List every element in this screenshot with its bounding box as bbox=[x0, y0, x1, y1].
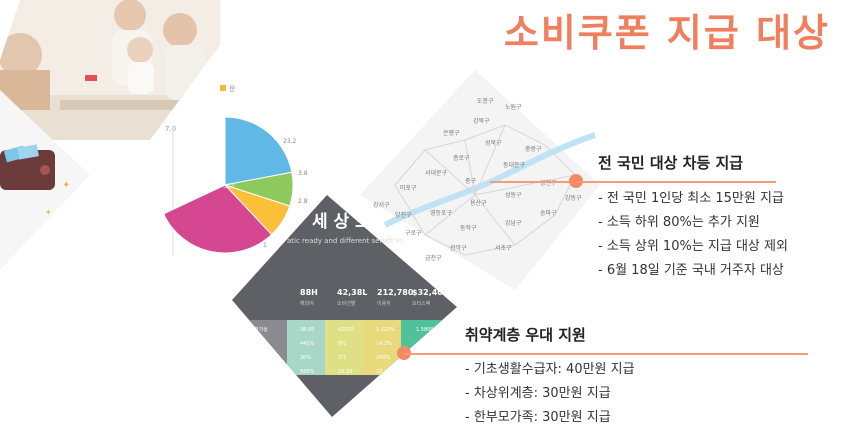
map-district-label: 관악구 bbox=[450, 244, 467, 252]
pie-slice bbox=[165, 184, 273, 254]
stat-label: 소비건별 bbox=[337, 300, 356, 307]
bullet-item: - 기초생활수급자: 40만원 지급 bbox=[465, 362, 635, 377]
legend-text: 문 bbox=[229, 85, 236, 93]
bullet-item: - 소득 상위 10%는 지급 대상 제외 bbox=[598, 239, 788, 254]
section-heading: 전 국민 대상 차등 지급 bbox=[598, 154, 744, 172]
axis-label: 7.0 bbox=[165, 125, 176, 133]
section-bullets: - 전 국민 1인당 최소 15만원 지급 - 소득 하위 80%는 추가 지원… bbox=[598, 187, 788, 283]
pie-slice-label: 23.2 bbox=[283, 138, 297, 145]
map-district-label: 동대문구 bbox=[503, 161, 526, 169]
map-district-label: 구로구 bbox=[405, 230, 422, 237]
table-cell: 7/1 bbox=[338, 355, 346, 361]
bullet-item: - 차상위계층: 30만원 지급 bbox=[465, 386, 611, 401]
table-cell: 42033 bbox=[338, 327, 354, 333]
pie-slice bbox=[224, 116, 293, 186]
table-cell: 10.33 bbox=[376, 369, 390, 375]
table-cell: 10.33 bbox=[338, 369, 352, 375]
table-cell: 30% bbox=[300, 355, 311, 361]
svg-text:✦: ✦ bbox=[45, 208, 52, 217]
stat-value: 88H bbox=[300, 288, 318, 297]
map-district-label: 송파구 bbox=[540, 209, 557, 217]
map-district-label: 강북구 bbox=[473, 117, 490, 125]
table-cell: 1.5800 bbox=[416, 327, 434, 333]
map-district-label: 영등포구 bbox=[430, 209, 453, 217]
map-district-label: 서초구 bbox=[495, 244, 512, 252]
table-cell: 38.05 bbox=[300, 327, 314, 333]
map-district-label: 금천구 bbox=[425, 254, 442, 262]
pie-slice-label: 1 bbox=[263, 242, 267, 249]
stat-value: 42,38L bbox=[337, 288, 367, 297]
map-district-label: 강동구 bbox=[565, 194, 582, 202]
pie-center-label: 312 bbox=[223, 183, 235, 190]
map-district-label: 은평구 bbox=[443, 129, 460, 137]
map-district-label: 중랑구 bbox=[525, 146, 542, 153]
section-bullets: - 기초생활수급자: 40만원 지급 - 차상위계층: 30만원 지급 - 한부… bbox=[465, 358, 635, 430]
map-district-label: 마포구 bbox=[400, 184, 417, 192]
stats-tile: 세 상 모 atic ready and different serofit i… bbox=[232, 195, 457, 417]
stat-label: 오티스액 bbox=[412, 300, 431, 307]
connector-line bbox=[490, 181, 583, 183]
wallet-illustration: ✦ ✦ bbox=[0, 90, 90, 270]
map-district-label: 강남구 bbox=[505, 219, 522, 227]
map-district-label: 중구 bbox=[465, 178, 477, 185]
map-district-label: 동작구 bbox=[460, 225, 477, 232]
stats-subtitle: atic ready and different serofit in bbox=[287, 237, 402, 245]
stat-value: 212,780 bbox=[377, 288, 414, 297]
slide-title: 소비쿠폰 지급 대상 bbox=[503, 11, 830, 55]
map-district-label: 양천구 bbox=[395, 211, 412, 219]
map-district-label: 강서구 bbox=[373, 201, 390, 209]
map-district-label: 용산구 bbox=[470, 199, 487, 207]
map-district-label: 성동구 bbox=[505, 191, 522, 199]
map-district-label: 도봉구 bbox=[477, 97, 494, 105]
table-cell: 580% bbox=[300, 369, 315, 375]
map-district-label: 성북구 bbox=[485, 139, 502, 147]
map-district-label: 종로구 bbox=[453, 155, 470, 162]
pie-chart-tile: 문 7.0 312 23.2 3.8 2.8 1 bbox=[165, 85, 308, 255]
map-district-label: 광진구 bbox=[540, 179, 557, 187]
pie-slice-label: 3.8 bbox=[298, 170, 308, 177]
stat-value: $32,400 bbox=[412, 288, 449, 297]
map-district-label: 서대문구 bbox=[425, 169, 448, 177]
svg-text:✦: ✦ bbox=[62, 180, 70, 191]
bullet-item: - 6월 18일 기준 국내 거주자 대상 bbox=[598, 263, 784, 278]
connector-line bbox=[576, 181, 776, 183]
table-cell: 합가상 bbox=[254, 326, 268, 333]
stats-row: 88H 해외여 42,38L 소비건별 212,780 이용자 $32,400 오티스액 bbox=[300, 288, 449, 307]
bullet-item: - 소득 하위 80%는 추가 지원 bbox=[598, 215, 760, 230]
stat-label: 이용자 bbox=[377, 300, 391, 307]
bullet-item: - 전 국민 1인당 최소 15만원 지급 bbox=[598, 191, 784, 206]
map-district-label: 노원구 bbox=[505, 103, 522, 111]
table-cell: 445% bbox=[300, 341, 315, 347]
table-cell: 1.322% bbox=[376, 327, 395, 333]
bullet-item: - 한부모가족: 30만원 지급 bbox=[465, 410, 611, 425]
table-cell: 9% bbox=[338, 341, 346, 347]
table-cell: 14.2% bbox=[376, 341, 392, 347]
pie-chart bbox=[165, 116, 294, 254]
stat-label: 해외여 bbox=[300, 300, 314, 307]
section-heading: 취약계층 우대 지원 bbox=[465, 326, 586, 344]
stats-heading: 세 상 모 bbox=[312, 212, 371, 232]
family-photo bbox=[0, 0, 220, 140]
stats-table: 합가상 38.05 42033 1.322% 1.5800 445% 9% 14.2% 30% 7… bbox=[254, 326, 434, 375]
pie-slice-label: 2.8 bbox=[298, 198, 308, 205]
connector-line bbox=[404, 353, 808, 355]
table-cell: 240% bbox=[376, 355, 391, 361]
